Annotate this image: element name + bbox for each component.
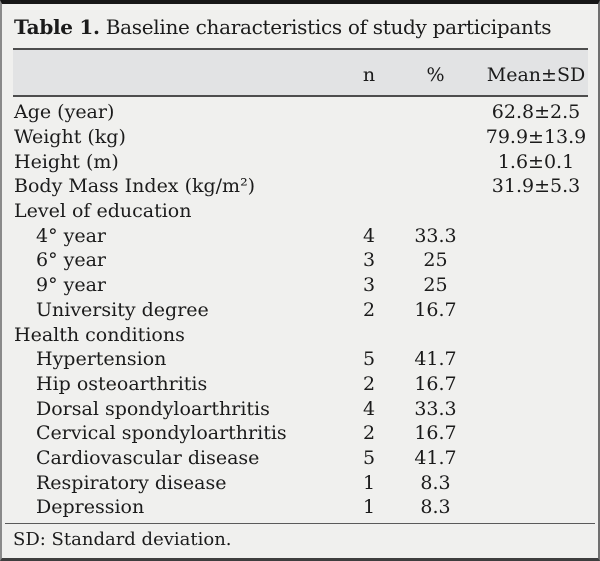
row-n-value: 2 (362, 422, 376, 445)
row-label: Cervical spondyloarthritis (36, 422, 287, 445)
row-n-value: 3 (362, 274, 376, 297)
row-label: Age (year) (14, 101, 115, 124)
row-label: Dorsal spondyloarthritis (36, 397, 270, 420)
table-row: Cardiovascular disease 5 41.7 (2, 446, 598, 471)
table-row: 9° year 3 25 (2, 273, 598, 298)
row-percent-value: 25 (423, 274, 448, 297)
column-header-n: n (362, 63, 376, 86)
table-row: Age (year) 62.8±2.5 (2, 100, 598, 125)
row-n-value: 3 (362, 249, 376, 272)
row-label: 9° year (36, 274, 107, 297)
row-n-value: 4 (362, 397, 376, 420)
table-row: Respiratory disease 1 8.3 (2, 470, 598, 495)
row-label: Weight (kg) (14, 126, 126, 149)
row-n-value: 2 (362, 372, 376, 395)
row-percent-value: 33.3 (414, 224, 457, 247)
row-mean-sd-value: 1.6±0.1 (497, 150, 575, 173)
row-percent-value: 8.3 (420, 471, 451, 494)
row-label: Height (m) (14, 150, 119, 173)
column-header-spacer (2, 71, 341, 75)
table-row: Hip osteoarthritis 2 16.7 (2, 372, 598, 397)
table-body: Age (year) 62.8±2.5 Weight (kg) 79.9±13.… (2, 97, 598, 523)
row-label: Respiratory disease (36, 471, 227, 494)
row-label: Body Mass Index (kg/m²) (14, 175, 256, 198)
row-label: Cardiovascular disease (36, 446, 260, 469)
row-label: Level of education (14, 200, 192, 223)
row-n-value: 1 (362, 471, 376, 494)
row-percent-value: 8.3 (420, 496, 451, 519)
row-label: 4° year (36, 224, 107, 247)
row-percent-value: 41.7 (414, 348, 457, 371)
table-row: 4° year 4 33.3 (2, 223, 598, 248)
table-caption: Baseline characteristics of study partic… (99, 15, 552, 39)
table-row: Weight (kg) 79.9±13.9 (2, 125, 598, 150)
table-row: Cervical spondyloarthritis 2 16.7 (2, 421, 598, 446)
table-title: Table 1. Baseline characteristics of stu… (2, 4, 598, 48)
column-header-percent: % (426, 63, 445, 86)
row-mean-sd-value: 31.9±5.3 (491, 175, 581, 198)
row-label: Health conditions (14, 323, 185, 346)
row-percent-value: 41.7 (414, 446, 457, 469)
row-label: Depression (36, 496, 145, 519)
table-footnote: SD: Standard deviation. (13, 529, 232, 550)
row-n-value: 4 (362, 224, 376, 247)
table-row: Health conditions (2, 322, 598, 347)
row-mean-sd-value: 62.8±2.5 (491, 101, 581, 124)
table-row: Height (m) 1.6±0.1 (2, 149, 598, 174)
column-header-mean-sd: Mean±SD (486, 63, 586, 86)
row-percent-value: 16.7 (414, 372, 457, 395)
row-label: Hypertension (36, 348, 167, 371)
table-row: University degree 2 16.7 (2, 298, 598, 323)
footnote-divider: SD: Standard deviation. (5, 523, 595, 558)
row-label: 6° year (36, 249, 107, 272)
row-label: Hip osteoarthritis (36, 372, 208, 395)
row-percent-value: 33.3 (414, 397, 457, 420)
column-header-row: n % Mean±SD (2, 48, 598, 97)
row-label: University degree (36, 298, 209, 321)
row-n-value: 1 (362, 496, 376, 519)
table-row: Hypertension 5 41.7 (2, 347, 598, 372)
table-number: Table 1. (14, 15, 100, 39)
table-row: Level of education (2, 199, 598, 224)
row-mean-sd-value: 79.9±13.9 (485, 126, 587, 149)
table-row: 6° year 3 25 (2, 248, 598, 273)
row-n-value: 5 (362, 348, 376, 371)
table-row: Body Mass Index (kg/m²) 31.9±5.3 (2, 174, 598, 199)
row-n-value: 5 (362, 446, 376, 469)
row-percent-value: 25 (423, 249, 448, 272)
row-percent-value: 16.7 (414, 422, 457, 445)
table-row: Depression 1 8.3 (2, 495, 598, 520)
row-n-value: 2 (362, 298, 376, 321)
table-row: Dorsal spondyloarthritis 4 33.3 (2, 396, 598, 421)
row-percent-value: 16.7 (414, 298, 457, 321)
